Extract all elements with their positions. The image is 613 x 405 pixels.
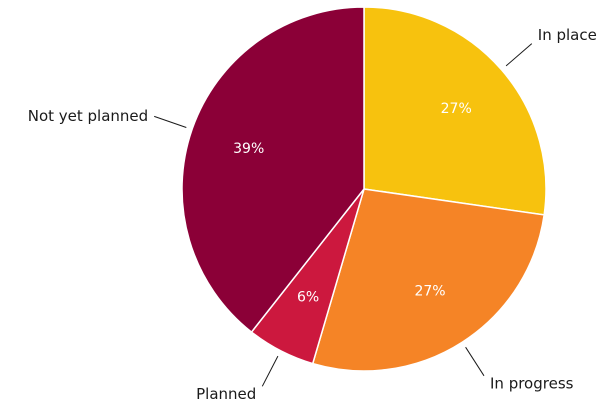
- leader-line-in-place: [505, 43, 533, 67]
- pie-slice-in-place: [363, 6, 547, 216]
- pie-slice-not-yet-planned: [181, 6, 365, 334]
- percent-label-in-place: 27%: [441, 101, 472, 117]
- category-label-planned: Planned: [196, 385, 256, 403]
- leader-line-not-yet-planned: [154, 115, 187, 128]
- percent-label-planned: 6%: [297, 289, 319, 305]
- pie-slice-in-progress: [311, 188, 545, 372]
- category-labels: In place In progress Planned Not yet planne…: [28, 26, 597, 403]
- leader-lines: [154, 43, 533, 387]
- category-label-in-progress: In progress: [490, 374, 574, 392]
- percent-labels: 27% 27% 6% 39%: [233, 101, 472, 305]
- pie-slices: [181, 6, 547, 372]
- leader-line-planned: [261, 355, 279, 387]
- percent-label-in-progress: 27%: [414, 284, 445, 300]
- category-label-not-yet-planned: Not yet planned: [28, 107, 148, 125]
- category-label-in-place: In place: [538, 26, 597, 44]
- leader-line-in-progress: [465, 346, 485, 377]
- percent-label-not-yet-planned: 39%: [233, 141, 264, 157]
